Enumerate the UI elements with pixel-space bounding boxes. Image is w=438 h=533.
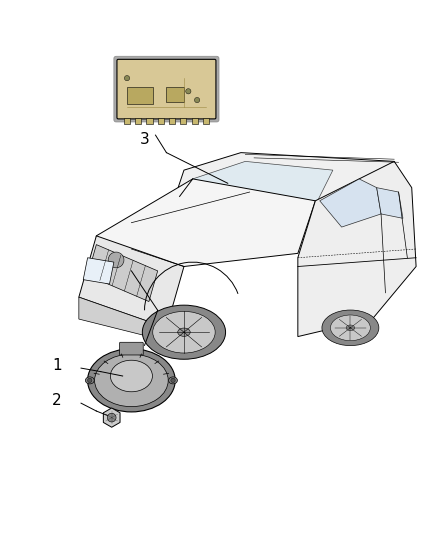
Circle shape bbox=[194, 98, 200, 103]
Ellipse shape bbox=[110, 360, 152, 392]
Ellipse shape bbox=[153, 311, 215, 353]
Polygon shape bbox=[175, 152, 403, 201]
FancyBboxPatch shape bbox=[117, 59, 216, 119]
FancyBboxPatch shape bbox=[114, 56, 219, 122]
Polygon shape bbox=[79, 297, 166, 341]
Polygon shape bbox=[88, 245, 158, 302]
FancyBboxPatch shape bbox=[158, 118, 164, 124]
Text: 1: 1 bbox=[52, 358, 62, 373]
Polygon shape bbox=[83, 258, 114, 284]
Circle shape bbox=[108, 252, 124, 268]
Polygon shape bbox=[96, 179, 315, 266]
FancyBboxPatch shape bbox=[135, 118, 141, 124]
FancyBboxPatch shape bbox=[166, 87, 184, 102]
FancyBboxPatch shape bbox=[124, 118, 130, 124]
Ellipse shape bbox=[322, 310, 379, 345]
Polygon shape bbox=[377, 188, 403, 219]
FancyBboxPatch shape bbox=[180, 118, 187, 124]
Ellipse shape bbox=[169, 377, 177, 384]
Circle shape bbox=[88, 378, 92, 383]
Circle shape bbox=[186, 88, 191, 94]
Ellipse shape bbox=[95, 354, 168, 407]
Circle shape bbox=[171, 378, 175, 383]
Circle shape bbox=[124, 76, 130, 81]
FancyBboxPatch shape bbox=[203, 118, 209, 124]
FancyBboxPatch shape bbox=[127, 87, 153, 104]
Ellipse shape bbox=[88, 349, 175, 412]
Polygon shape bbox=[320, 179, 381, 227]
Text: 3: 3 bbox=[140, 132, 149, 147]
Polygon shape bbox=[79, 236, 184, 328]
Circle shape bbox=[107, 413, 116, 422]
Ellipse shape bbox=[346, 325, 355, 330]
FancyBboxPatch shape bbox=[191, 118, 198, 124]
Text: 2: 2 bbox=[52, 393, 62, 408]
Ellipse shape bbox=[85, 377, 94, 384]
FancyBboxPatch shape bbox=[169, 118, 175, 124]
Ellipse shape bbox=[178, 328, 190, 336]
Polygon shape bbox=[103, 408, 120, 427]
Polygon shape bbox=[298, 161, 416, 336]
FancyBboxPatch shape bbox=[146, 118, 152, 124]
Ellipse shape bbox=[142, 305, 226, 359]
Ellipse shape bbox=[331, 315, 370, 341]
Polygon shape bbox=[180, 161, 333, 205]
FancyBboxPatch shape bbox=[120, 342, 143, 355]
